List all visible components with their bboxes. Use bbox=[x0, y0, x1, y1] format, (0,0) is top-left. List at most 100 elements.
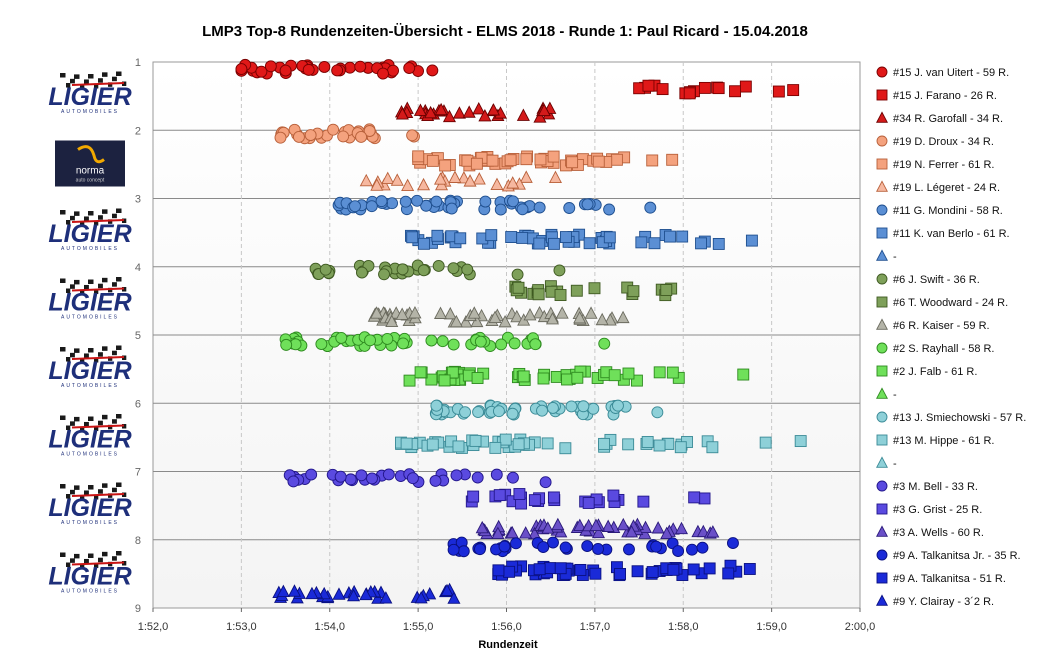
ligier-logo-subtext: AUTOMOBILES bbox=[61, 452, 119, 458]
y-tick-label: 6 bbox=[135, 398, 141, 410]
data-point bbox=[459, 406, 472, 419]
data-point bbox=[359, 173, 373, 187]
data-point bbox=[664, 230, 676, 243]
data-point bbox=[696, 541, 709, 554]
data-point bbox=[495, 338, 508, 351]
x-tick-label: 1:58,0 bbox=[668, 621, 699, 633]
data-point bbox=[434, 102, 448, 116]
data-point bbox=[603, 203, 616, 216]
legend-marker bbox=[876, 456, 888, 468]
data-point bbox=[498, 314, 512, 328]
data-point bbox=[547, 150, 560, 163]
x-tick-label: 1:57,0 bbox=[580, 621, 611, 633]
data-point bbox=[559, 442, 572, 455]
legend-item: #3 G. Grist - 25 R. bbox=[876, 503, 982, 516]
logo-red-stripe bbox=[71, 493, 125, 497]
data-point bbox=[450, 469, 463, 482]
data-point bbox=[337, 130, 350, 143]
legend-label: #6 T. Woodward - 24 R. bbox=[893, 297, 1008, 309]
legend-item: #9 A. Talkanitsa Jr. - 35 R. bbox=[876, 549, 1021, 562]
data-point bbox=[302, 63, 315, 76]
x-tick-label: 2:00,0 bbox=[845, 621, 876, 633]
data-point bbox=[541, 521, 555, 534]
x-tick-label: 1:54,0 bbox=[314, 621, 345, 633]
data-point bbox=[347, 588, 361, 602]
data-point bbox=[315, 338, 328, 350]
legend-marker bbox=[876, 480, 888, 492]
data-point bbox=[581, 198, 594, 211]
series-10 bbox=[509, 280, 678, 302]
data-point bbox=[588, 282, 601, 295]
data-point bbox=[642, 79, 655, 92]
legend-label: #13 J. Smiechowski - 57 R. bbox=[893, 412, 1026, 424]
checkered-flag-icon bbox=[60, 414, 127, 432]
data-point bbox=[436, 335, 449, 348]
legend-label: #19 L. Légeret - 24 R. bbox=[893, 182, 1000, 194]
legend-label: #34 R. Garofall - 34 R. bbox=[893, 113, 1003, 125]
data-point bbox=[356, 266, 368, 279]
legend-label: #19 D. Droux - 34 R. bbox=[893, 136, 994, 148]
data-point bbox=[787, 84, 800, 97]
data-point bbox=[449, 314, 463, 328]
data-point bbox=[411, 194, 423, 207]
data-point bbox=[528, 494, 541, 507]
data-point bbox=[666, 366, 679, 379]
legend-label: #13 M. Hippe - 61 R. bbox=[893, 435, 995, 447]
logo-red-stripe bbox=[71, 356, 125, 360]
chart-title: LMP3 Top-8 Rundenzeiten-Übersicht - ELMS… bbox=[202, 23, 808, 40]
data-points bbox=[235, 58, 807, 604]
data-point bbox=[622, 367, 635, 380]
data-point bbox=[607, 489, 620, 502]
data-point bbox=[305, 586, 319, 600]
y-tick-label: 5 bbox=[135, 330, 141, 342]
legend-item: #2 J. Falb - 61 R. bbox=[876, 365, 977, 378]
data-point bbox=[470, 314, 484, 328]
data-point bbox=[674, 521, 689, 535]
data-point bbox=[355, 130, 368, 143]
data-point bbox=[399, 195, 412, 208]
data-point bbox=[430, 195, 443, 208]
legend-marker bbox=[876, 89, 888, 101]
data-point bbox=[279, 64, 292, 77]
legend: #15 J. van Uitert - 59 R. #15 J. Farano -… bbox=[876, 66, 1026, 608]
legend-label: #3 G. Grist - 25 R. bbox=[893, 504, 982, 516]
data-point bbox=[490, 177, 504, 190]
data-point bbox=[432, 260, 445, 272]
legend-label: #11 G. Mondini - 58 R. bbox=[893, 205, 1003, 217]
data-point bbox=[743, 563, 756, 575]
data-point bbox=[447, 591, 461, 604]
data-point bbox=[516, 203, 529, 216]
data-point bbox=[660, 526, 674, 539]
data-point bbox=[433, 172, 448, 185]
data-point bbox=[603, 231, 616, 244]
data-point bbox=[235, 63, 248, 76]
data-point bbox=[443, 306, 457, 320]
legend-label: #3 A. Wells - 60 R. bbox=[893, 527, 984, 539]
data-point bbox=[403, 62, 416, 75]
data-point bbox=[532, 288, 545, 301]
data-point bbox=[335, 331, 348, 344]
data-point bbox=[573, 518, 587, 531]
data-point bbox=[503, 565, 516, 578]
data-point bbox=[529, 338, 542, 351]
series-4 bbox=[412, 150, 679, 172]
data-point bbox=[439, 159, 452, 172]
legend-item: #34 R. Garofall - 34 R. bbox=[876, 111, 1003, 125]
legend-label: #19 N. Ferrer - 61 R. bbox=[893, 159, 994, 171]
data-point bbox=[505, 525, 519, 539]
data-point bbox=[485, 229, 498, 242]
data-point bbox=[445, 202, 458, 215]
data-point bbox=[646, 566, 659, 578]
data-point bbox=[559, 541, 572, 554]
data-point bbox=[401, 178, 415, 192]
data-point bbox=[513, 488, 526, 500]
plot-area: 1 2 3 4 5 6 7 8 9 1:52,0 1:53,0 1:54,0 1:55,0 1:56,0 1… bbox=[135, 57, 875, 633]
legend-item: #11 K. van Berlo - 61 R. bbox=[876, 227, 1010, 240]
data-point bbox=[400, 437, 413, 450]
data-point bbox=[520, 153, 533, 166]
series-18 bbox=[283, 468, 552, 489]
legend-label: #2 J. Falb - 61 R. bbox=[893, 366, 977, 378]
